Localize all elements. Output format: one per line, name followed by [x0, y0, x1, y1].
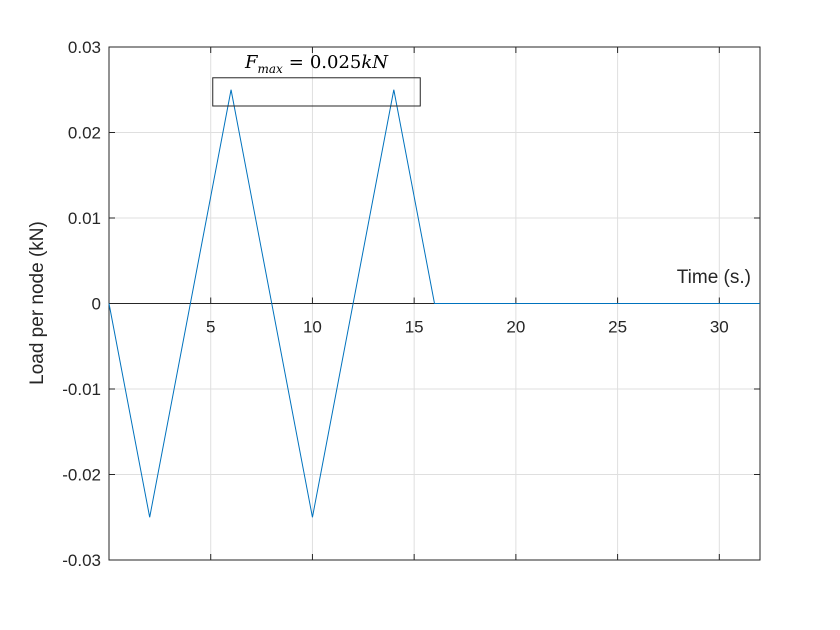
annotation-box: [212, 77, 421, 107]
y-tick-label: -0.02: [62, 466, 101, 485]
x-tick-labels: 5 10 15 20 25 30: [206, 318, 729, 337]
x-tick-label: 25: [608, 318, 627, 337]
x-axis-label: Time (s.): [677, 267, 751, 288]
annotation-subscript: max: [257, 62, 283, 76]
x-tick-label: 10: [303, 318, 322, 337]
y-tick-label: 0: [92, 295, 101, 314]
x-tick-label: 15: [405, 318, 424, 337]
annotation-operator: =: [289, 52, 304, 73]
y-tick-label: -0.01: [62, 380, 101, 399]
x-tick-label: 20: [506, 318, 525, 337]
annotation-symbol: F: [244, 52, 259, 73]
y-tick-label: 0.01: [68, 209, 101, 228]
y-tick-labels: -0.03 -0.02 -0.01 0 0.01 0.02 0.03: [62, 38, 101, 570]
x-tick-label: 5: [206, 318, 215, 337]
y-tick-label: 0.03: [68, 38, 101, 57]
series-layer: [108, 89, 760, 518]
y-tick-label: -0.03: [62, 551, 101, 570]
annotation-unit: kN: [361, 52, 389, 73]
annotation-value: 0.025: [310, 52, 362, 73]
x-tick-label: 30: [710, 318, 729, 337]
series-line: [108, 89, 760, 518]
y-tick-label: 0.02: [68, 124, 101, 143]
y-axis-label: Load per node (kN): [27, 221, 48, 385]
annotation-text: Fmax = 0.025kN: [244, 52, 389, 76]
